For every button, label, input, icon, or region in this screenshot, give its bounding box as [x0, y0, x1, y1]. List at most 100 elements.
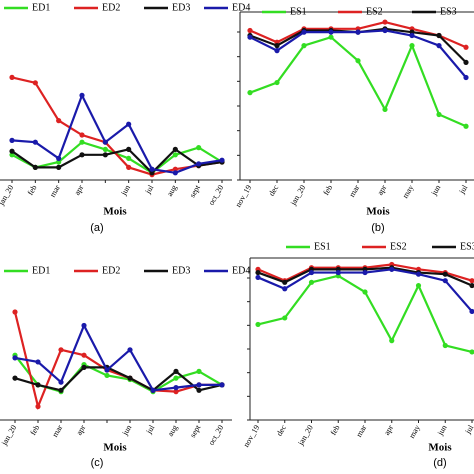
point — [389, 338, 395, 344]
point — [56, 164, 62, 170]
point — [196, 368, 202, 374]
point — [196, 382, 202, 388]
legend-label: ED1 — [32, 265, 50, 276]
x-tick-label: jun — [119, 183, 132, 197]
legend-label: ED2 — [102, 265, 120, 276]
point — [127, 347, 133, 353]
point — [150, 387, 156, 393]
legend-label: ES3 — [460, 241, 474, 252]
point — [219, 157, 225, 163]
x-tick-label: jul — [463, 423, 474, 436]
series-line — [14, 366, 223, 392]
point — [56, 118, 62, 124]
x-tick-label: feb — [321, 183, 334, 196]
point — [382, 27, 388, 34]
point — [335, 269, 341, 276]
point — [469, 349, 474, 355]
point — [409, 32, 415, 39]
point — [172, 170, 178, 176]
x-tick-label: jul — [457, 183, 470, 196]
point — [79, 132, 85, 138]
x-tick-label: nov_19 — [234, 183, 254, 208]
legend-label: ED3 — [172, 2, 190, 13]
point — [463, 74, 469, 81]
point — [35, 382, 41, 388]
point — [382, 106, 388, 113]
x-axis-label: Mois — [428, 442, 452, 454]
point — [463, 123, 469, 129]
point — [219, 382, 225, 388]
legend-label: ED4 — [232, 2, 250, 13]
point — [149, 170, 155, 176]
x-tick-label: may — [401, 183, 416, 199]
point — [35, 359, 41, 365]
x-tick-label: mar — [48, 183, 62, 199]
point — [282, 286, 288, 292]
point — [355, 29, 361, 35]
point — [149, 166, 155, 172]
point — [389, 266, 395, 272]
point — [436, 32, 442, 39]
point — [436, 43, 442, 49]
x-tick-label: apr — [382, 423, 395, 437]
point — [79, 92, 85, 98]
point — [469, 308, 474, 315]
point — [247, 90, 253, 96]
x-tick-label: sept — [188, 423, 203, 439]
series-line — [11, 92, 223, 174]
point — [442, 278, 448, 284]
frames — [0, 11, 474, 421]
point — [102, 146, 108, 152]
point — [79, 152, 85, 158]
point — [328, 34, 334, 40]
point — [173, 375, 179, 381]
x-tick-label: jun — [120, 423, 133, 437]
point — [255, 321, 261, 328]
point — [81, 352, 87, 358]
point — [308, 279, 315, 285]
series-line — [13, 311, 222, 411]
point — [362, 289, 368, 295]
x-tick-label: jul — [144, 423, 157, 436]
point — [469, 282, 474, 289]
point — [12, 309, 18, 315]
x-tick-label: sept — [188, 183, 203, 199]
point — [79, 139, 85, 145]
x-tick-label: apr — [375, 183, 388, 197]
x-tick-label: feb — [26, 183, 39, 196]
point — [173, 368, 179, 374]
point — [409, 43, 415, 49]
point — [172, 146, 178, 152]
point — [469, 278, 474, 284]
x-tick-label: jun — [435, 423, 448, 437]
panel-label: (a) — [90, 222, 103, 234]
point — [308, 269, 315, 276]
x-tick-label: dec — [267, 183, 281, 198]
x-tick-label: aug — [166, 423, 180, 438]
point — [126, 146, 132, 152]
point — [255, 269, 261, 276]
panel-label: (c) — [91, 457, 104, 469]
series-line — [249, 35, 467, 128]
series-line — [249, 29, 467, 79]
point — [81, 364, 87, 370]
point — [35, 403, 41, 410]
x-tick-label: oct_20 — [207, 183, 226, 206]
legend-label: ES2 — [390, 241, 407, 252]
x-tick-label: apr — [72, 183, 85, 197]
point — [173, 385, 179, 391]
point — [328, 29, 334, 35]
point — [58, 387, 64, 393]
point — [382, 19, 388, 25]
x-tick-label: oct_20 — [207, 423, 226, 446]
legend-label: ES2 — [366, 6, 383, 17]
point — [56, 155, 62, 161]
point — [9, 137, 15, 143]
x-tick-label: jan_20 — [296, 423, 315, 447]
x-tick-label: mar — [50, 423, 64, 439]
point — [196, 145, 202, 151]
point — [9, 152, 15, 158]
x-tick-label: apr — [74, 423, 87, 437]
x-tick-label: aug — [165, 183, 179, 198]
